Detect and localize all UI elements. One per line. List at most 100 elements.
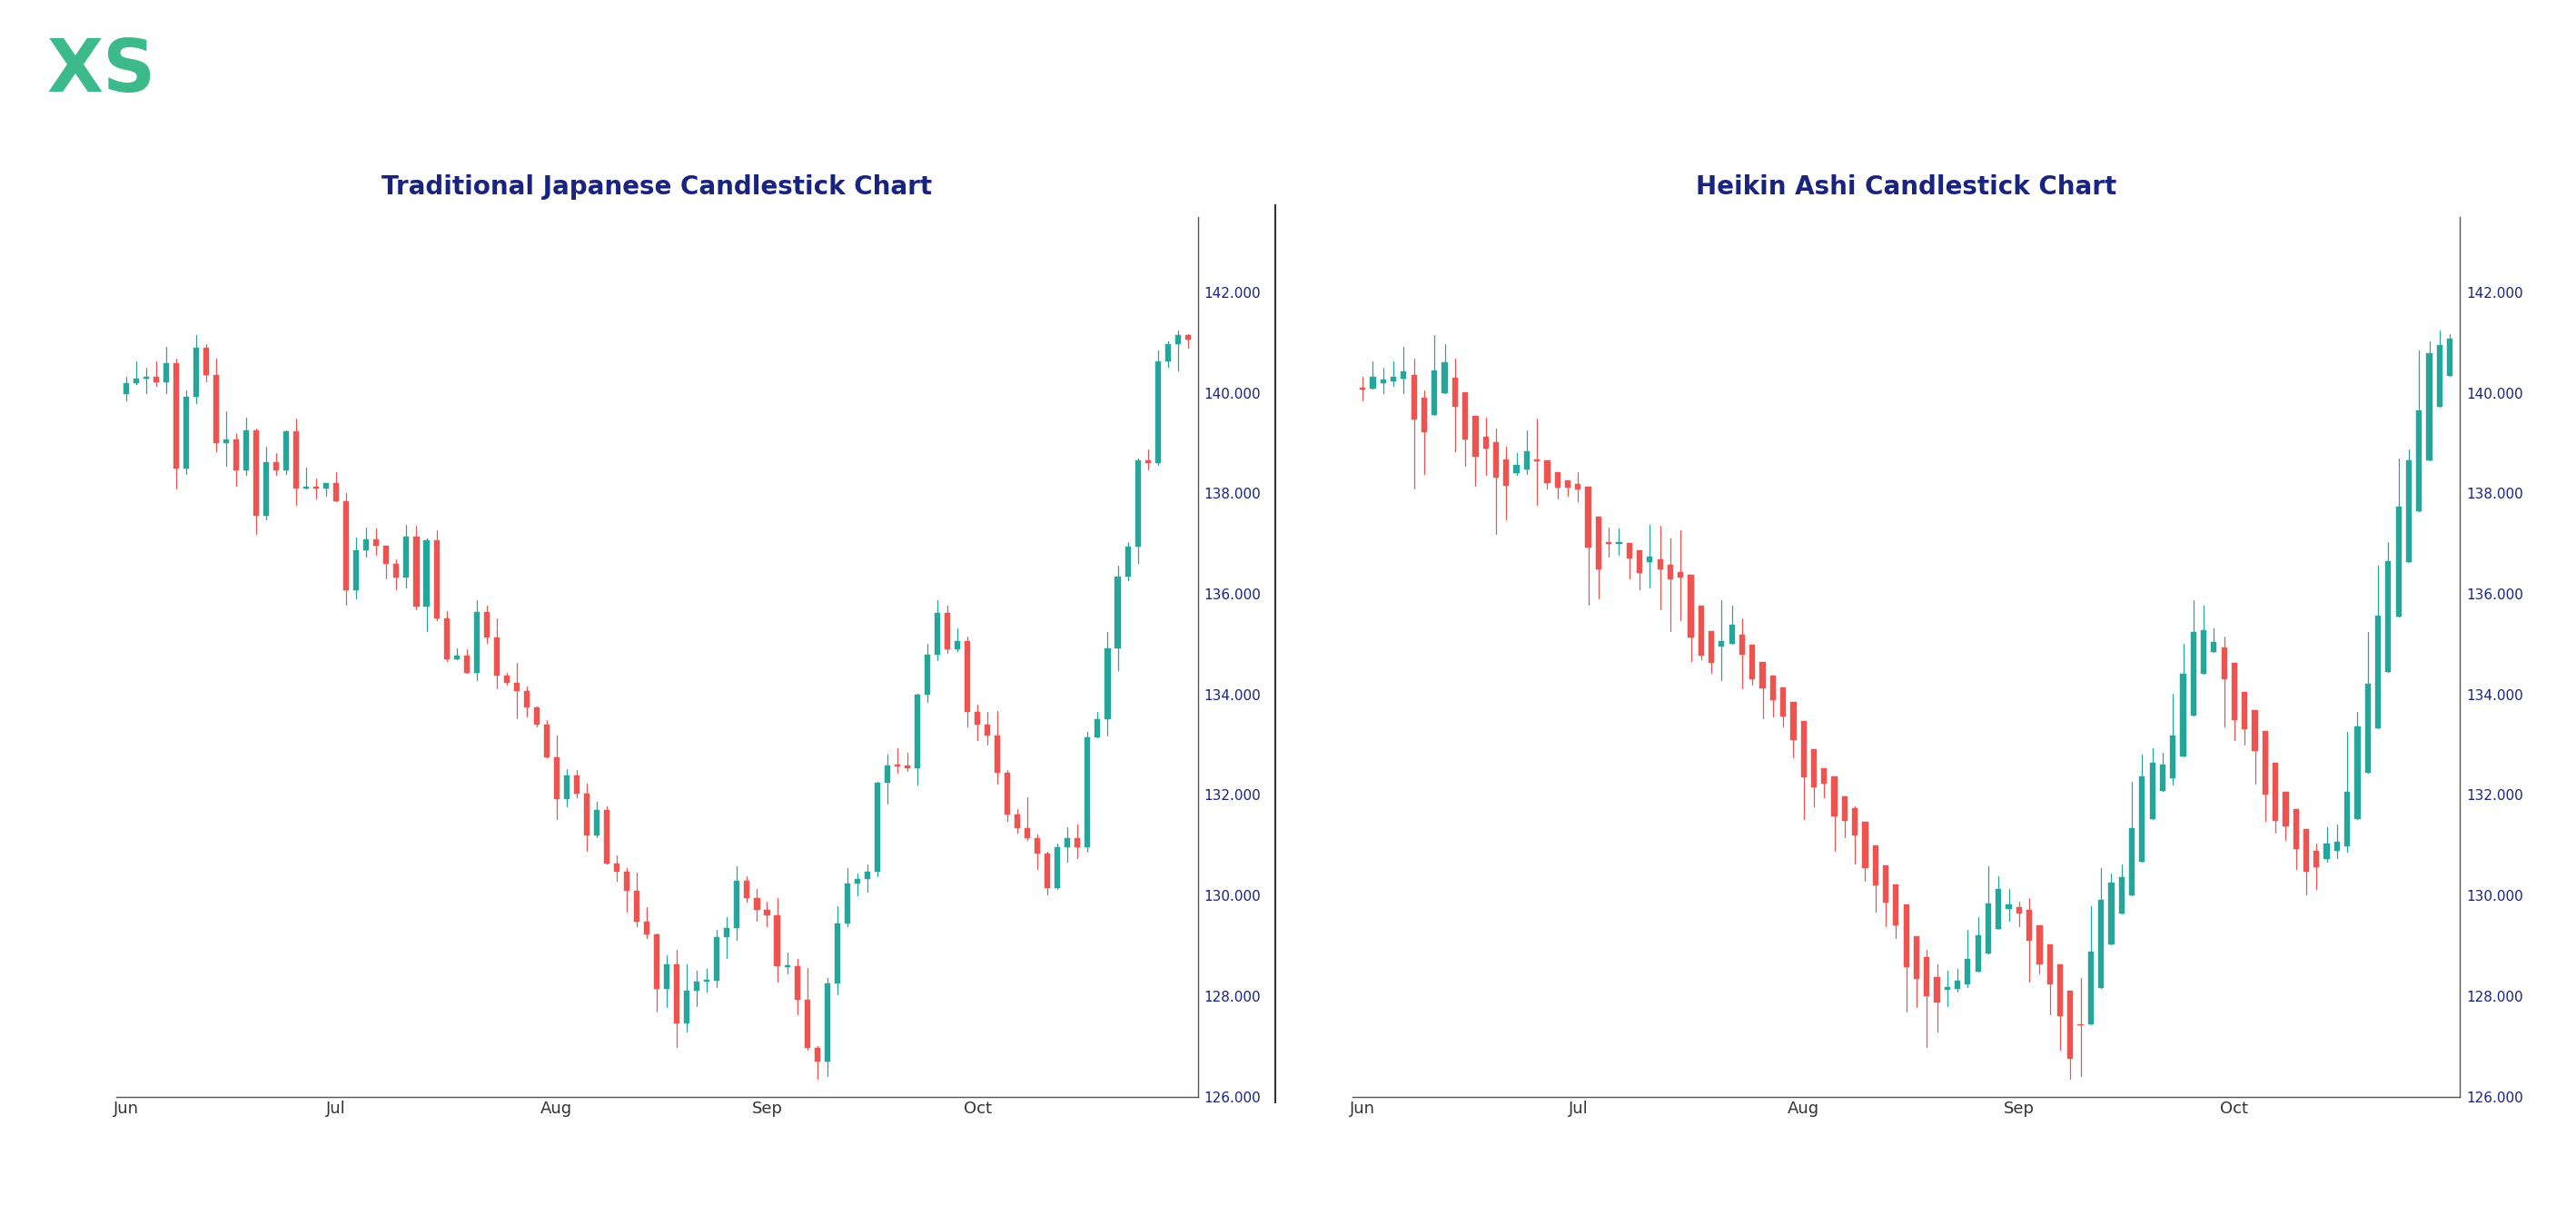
Bar (384, 546, 389, 564)
Bar (1115, 576, 1121, 648)
Bar (1105, 648, 1110, 719)
Bar (2027, 910, 2032, 940)
Bar (1656, 559, 1664, 570)
Bar (634, 892, 639, 922)
Bar (2385, 562, 2391, 672)
Bar (1175, 335, 1180, 345)
Bar (1728, 624, 1734, 645)
Bar (304, 487, 309, 488)
Bar (2344, 792, 2349, 847)
Bar (2447, 339, 2452, 376)
Bar (1842, 797, 1847, 821)
Bar (2354, 727, 2360, 819)
Bar (1873, 845, 1878, 886)
Bar (1095, 719, 1100, 737)
Bar (1883, 865, 1888, 903)
Title: Heikin Ashi Candlestick Chart: Heikin Ashi Candlestick Chart (1695, 175, 2117, 200)
Bar (2241, 692, 2246, 729)
Bar (675, 964, 680, 1023)
Bar (2365, 684, 2370, 772)
Bar (1412, 375, 1417, 419)
Bar (2272, 763, 2277, 822)
Bar (925, 654, 930, 694)
Bar (935, 613, 940, 654)
Bar (1391, 377, 1396, 381)
Bar (1443, 362, 1448, 393)
Bar (1154, 362, 1162, 464)
Title: Traditional Japanese Candlestick Chart: Traditional Japanese Candlestick Chart (381, 175, 933, 200)
Bar (2375, 616, 2380, 728)
Bar (1852, 809, 1857, 836)
Bar (1064, 839, 1072, 847)
Bar (1677, 572, 1685, 577)
Bar (2138, 777, 2146, 862)
Bar (2231, 663, 2239, 721)
Bar (734, 881, 739, 928)
Bar (814, 1048, 819, 1062)
Bar (353, 551, 358, 590)
Bar (1965, 959, 1971, 984)
Bar (2262, 730, 2267, 794)
Bar (325, 483, 330, 488)
Text: XS: XS (46, 36, 155, 107)
Bar (433, 540, 440, 618)
Bar (1914, 936, 1919, 978)
Bar (914, 694, 920, 769)
Bar (1574, 484, 1582, 489)
Bar (2406, 460, 2411, 562)
Bar (804, 1000, 809, 1048)
Bar (1473, 416, 1479, 457)
Bar (1698, 606, 1703, 656)
Bar (2190, 633, 2197, 715)
Bar (1484, 436, 1489, 448)
Bar (2069, 991, 2074, 1059)
Bar (974, 712, 981, 724)
Bar (1126, 547, 1131, 576)
Bar (1605, 542, 1613, 545)
Bar (2169, 735, 2177, 777)
Bar (2179, 674, 2187, 757)
Bar (1453, 377, 1458, 407)
Bar (1025, 828, 1030, 839)
Bar (2396, 507, 2401, 617)
Bar (654, 935, 659, 989)
Bar (2007, 905, 2012, 909)
Bar (714, 937, 719, 981)
Bar (523, 690, 531, 707)
Bar (1708, 631, 1713, 663)
Bar (1566, 480, 1571, 488)
Bar (1401, 371, 1406, 378)
Bar (2159, 764, 2166, 792)
Bar (204, 347, 209, 375)
Bar (2251, 711, 2257, 751)
Bar (574, 775, 580, 794)
Bar (173, 363, 178, 469)
Bar (904, 766, 909, 769)
Bar (1046, 853, 1051, 888)
Bar (1625, 542, 1633, 559)
Bar (1074, 839, 1079, 847)
Bar (234, 440, 240, 470)
Bar (422, 540, 430, 606)
Bar (2313, 851, 2318, 866)
Bar (783, 965, 791, 966)
Bar (2282, 792, 2287, 825)
Bar (1054, 847, 1061, 888)
Bar (956, 641, 961, 649)
Bar (374, 540, 379, 546)
Bar (824, 983, 829, 1062)
Bar (162, 363, 170, 383)
Bar (1360, 388, 1365, 389)
Bar (484, 612, 489, 637)
Bar (1821, 769, 1826, 784)
Bar (1811, 750, 1816, 788)
Bar (2293, 809, 2298, 850)
Bar (765, 910, 770, 916)
Bar (283, 431, 289, 471)
Bar (2048, 945, 2053, 984)
Bar (1370, 377, 1376, 389)
Bar (183, 396, 188, 469)
Bar (1832, 776, 1837, 816)
Bar (793, 966, 801, 1000)
Bar (2303, 829, 2308, 872)
